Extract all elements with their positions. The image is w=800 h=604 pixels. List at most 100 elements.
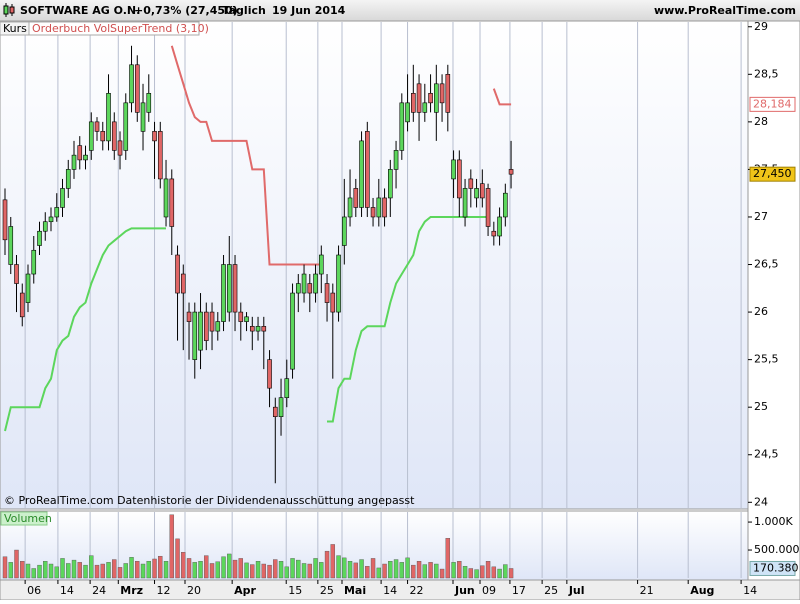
volume-bar [434, 563, 439, 579]
y-tick-label: 25,5 [754, 353, 779, 366]
candle-body [238, 311, 244, 322]
candle-body [480, 183, 485, 199]
candle-body [134, 64, 140, 113]
candle-body [290, 292, 295, 370]
site: www.ProRealTime.com [654, 4, 796, 17]
volume-bar [14, 549, 19, 579]
volume-title: Volumen [4, 512, 52, 525]
candle-body [221, 264, 226, 322]
volume-bar [186, 558, 192, 579]
volume-bar [227, 553, 232, 579]
x-tick-label: 17 [512, 584, 526, 597]
candle-body [209, 311, 215, 332]
volume-bar [152, 558, 157, 579]
volume-bar [382, 563, 387, 579]
volume-bar [428, 562, 433, 579]
volume-bar [313, 558, 318, 579]
x-tick-label: Mrz [120, 584, 143, 597]
volume-bar [347, 561, 353, 579]
volume-bar [255, 561, 261, 579]
volume-bar [411, 564, 416, 579]
tab-label[interactable]: Orderbuch Vol. [32, 22, 114, 35]
candle-body [462, 188, 468, 218]
candle-body [278, 397, 284, 417]
y-tick-label: 25 [754, 400, 768, 413]
candle-body [416, 83, 422, 113]
right-axis [747, 20, 800, 581]
candle-body [301, 273, 307, 294]
candle-body [434, 83, 439, 113]
y-tick-label: 500.000 [754, 543, 800, 556]
volume-bar [388, 561, 393, 579]
volume-bar [261, 563, 266, 579]
candle-body [152, 131, 157, 142]
volume-bar [468, 568, 474, 579]
volume-bar [491, 566, 497, 579]
candle-body [31, 249, 37, 275]
value-label: 170.380 [753, 561, 799, 574]
candle-body [117, 140, 123, 156]
marks: 27,450 28,184 170.380 [2, 45, 799, 579]
value-box [749, 560, 796, 576]
volume-bar [405, 557, 410, 579]
x-tick-label: 14 [743, 584, 757, 597]
candle-body [272, 406, 278, 417]
volume-bar [169, 514, 174, 579]
volume-bar [37, 564, 42, 579]
period: Täglich [222, 4, 266, 17]
candle-body [42, 221, 48, 232]
candle-body [324, 283, 330, 303]
volume-bar [2, 556, 8, 579]
volume-bar [480, 565, 485, 579]
date: 19 Jun 2014 [272, 4, 346, 17]
candle-body [226, 264, 232, 313]
x-tick-label: Aug [690, 584, 714, 597]
candle-body [146, 93, 152, 113]
volume-bar [474, 569, 479, 579]
candle-body [175, 254, 180, 294]
tab-label[interactable]: SuperTrend (3,10) [110, 22, 209, 35]
candle-body [284, 378, 290, 398]
candle-body [405, 102, 410, 123]
volume-bar [129, 557, 134, 579]
volume-bar [31, 568, 36, 579]
candle-body [330, 292, 336, 313]
volume-bar [399, 562, 405, 579]
tab-label[interactable]: Kurs [3, 22, 27, 35]
tab[interactable] [28, 21, 200, 36]
volume-bar [319, 562, 324, 579]
x-tick-label: Mai [344, 584, 366, 597]
volume-bar [422, 564, 428, 579]
x-tick-label: 25 [320, 584, 334, 597]
header-icon [3, 3, 15, 17]
volume-bar [106, 562, 111, 579]
volume-bar [175, 538, 180, 579]
candle-body [388, 169, 393, 199]
candle-body [393, 150, 399, 170]
volume-bar [232, 559, 238, 579]
volume-bar [94, 564, 100, 579]
candle-body [65, 169, 71, 189]
candle-body [8, 226, 14, 265]
candle-body [106, 93, 111, 142]
x-tick-label: Jun [454, 584, 475, 597]
candle-body [474, 188, 479, 199]
volume-bar [503, 564, 508, 579]
candle-body [318, 254, 324, 275]
candle-body [14, 264, 19, 284]
volume-bar [301, 563, 307, 579]
candle-body [497, 216, 502, 237]
candle-body [359, 140, 364, 208]
candle-body [37, 230, 42, 246]
price-panel [0, 20, 749, 510]
volume-bar [462, 566, 468, 579]
volume-bar [307, 563, 312, 579]
volume-bar [209, 563, 215, 579]
volume-bar [8, 562, 13, 579]
volume-bar [497, 568, 502, 579]
volume-bar [89, 555, 94, 579]
candle-body [376, 197, 382, 218]
candle-body [267, 359, 272, 389]
value-label: 28,184 [753, 97, 792, 110]
y-tick-label: 24 [754, 495, 768, 508]
